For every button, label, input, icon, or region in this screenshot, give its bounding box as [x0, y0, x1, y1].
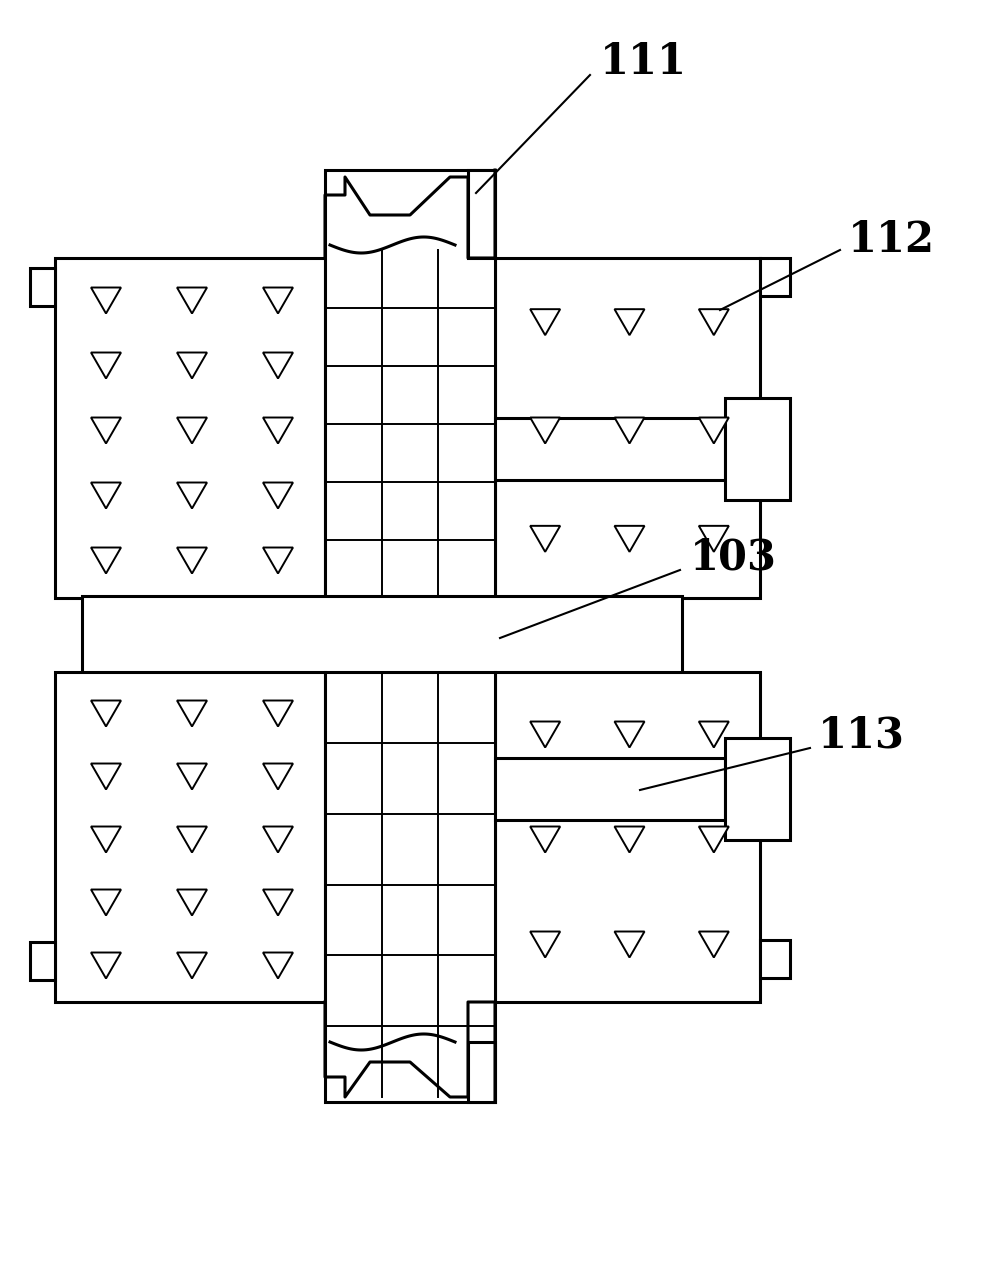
Polygon shape	[263, 352, 293, 379]
Text: 111: 111	[600, 40, 687, 83]
Polygon shape	[91, 701, 121, 726]
Polygon shape	[91, 352, 121, 379]
Polygon shape	[530, 826, 560, 853]
Bar	[468, 1042, 495, 1103]
Polygon shape	[263, 288, 293, 313]
Polygon shape	[177, 764, 207, 789]
Polygon shape	[614, 826, 644, 853]
Polygon shape	[177, 826, 207, 853]
Polygon shape	[177, 352, 207, 379]
Text: 103: 103	[690, 537, 777, 578]
Polygon shape	[699, 932, 728, 957]
Polygon shape	[263, 826, 293, 853]
Bar	[468, 171, 495, 258]
Polygon shape	[699, 525, 728, 552]
Bar	[82, 596, 682, 674]
Polygon shape	[91, 418, 121, 443]
Bar	[725, 398, 790, 500]
Bar	[30, 268, 55, 306]
Polygon shape	[177, 288, 207, 313]
Polygon shape	[177, 482, 207, 509]
Polygon shape	[614, 418, 644, 443]
Bar	[30, 942, 55, 980]
Polygon shape	[263, 889, 293, 916]
Bar	[325, 171, 495, 597]
Polygon shape	[699, 721, 728, 748]
Polygon shape	[263, 764, 293, 789]
Bar	[495, 418, 725, 480]
Text: 113: 113	[818, 715, 905, 757]
Polygon shape	[614, 932, 644, 957]
Polygon shape	[263, 547, 293, 573]
Bar	[725, 738, 790, 840]
Bar	[495, 672, 760, 1002]
Polygon shape	[699, 826, 728, 853]
Polygon shape	[177, 889, 207, 916]
Polygon shape	[530, 309, 560, 335]
Polygon shape	[91, 547, 121, 573]
Polygon shape	[530, 932, 560, 957]
Polygon shape	[91, 764, 121, 789]
Text: 112: 112	[848, 218, 935, 261]
Polygon shape	[177, 418, 207, 443]
Polygon shape	[177, 701, 207, 726]
Polygon shape	[91, 952, 121, 979]
Bar	[55, 672, 325, 1002]
Polygon shape	[530, 525, 560, 552]
Polygon shape	[614, 721, 644, 748]
Polygon shape	[91, 288, 121, 313]
Polygon shape	[263, 482, 293, 509]
Bar	[55, 258, 325, 597]
Polygon shape	[91, 826, 121, 853]
Polygon shape	[530, 418, 560, 443]
Polygon shape	[91, 482, 121, 509]
Polygon shape	[263, 418, 293, 443]
Polygon shape	[177, 547, 207, 573]
Bar	[760, 258, 790, 296]
Polygon shape	[263, 701, 293, 726]
Polygon shape	[263, 952, 293, 979]
Polygon shape	[91, 889, 121, 916]
Bar	[495, 258, 760, 597]
Polygon shape	[699, 418, 728, 443]
Bar	[495, 758, 725, 820]
Polygon shape	[177, 952, 207, 979]
Polygon shape	[699, 309, 728, 335]
Bar	[760, 940, 790, 978]
Polygon shape	[614, 309, 644, 335]
Bar	[325, 672, 495, 1103]
Polygon shape	[530, 721, 560, 748]
Polygon shape	[614, 525, 644, 552]
